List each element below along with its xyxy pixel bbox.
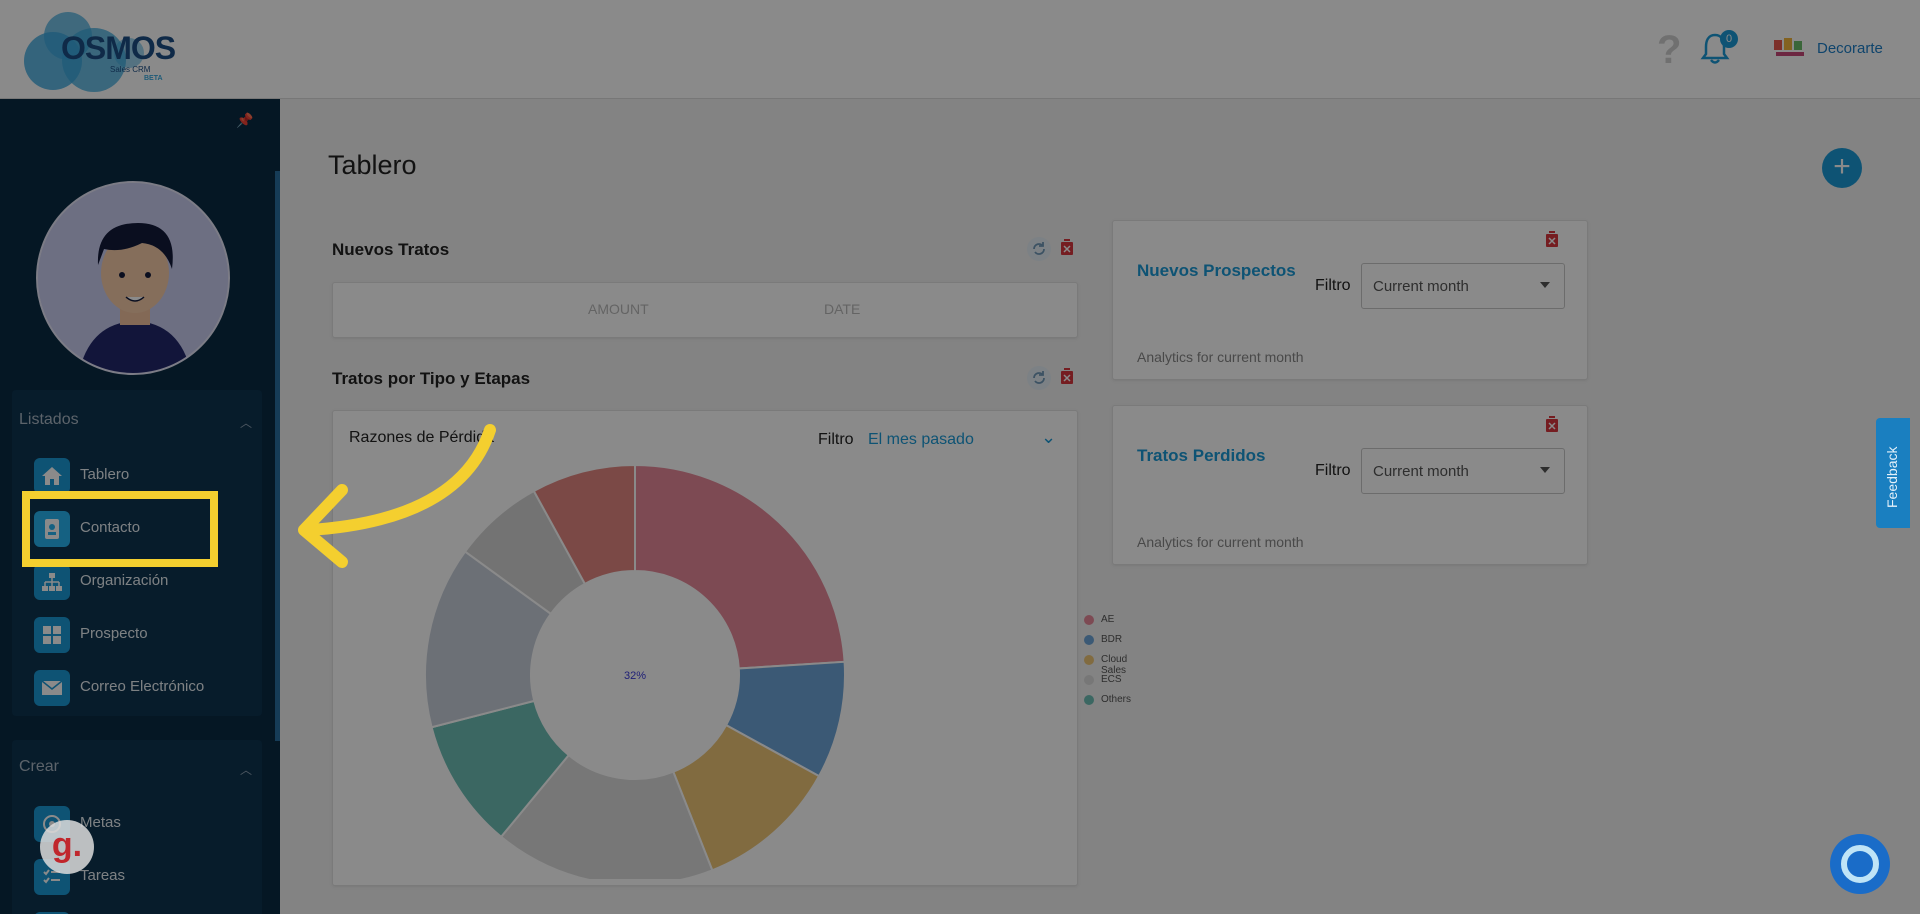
trash-icon[interactable] (1545, 416, 1559, 432)
sidebar-item-label: Metas (80, 814, 121, 831)
nuevos-tratos-table: AMOUNT DATE (332, 282, 1078, 338)
tutorial-arrow-icon (298, 424, 496, 568)
legend-label: Cloud Sales (1101, 654, 1128, 676)
trash-icon[interactable] (1060, 368, 1074, 384)
home-icon (34, 458, 70, 494)
sidebar-item-organizacion[interactable]: Organización (22, 558, 232, 602)
feedback-tab[interactable]: Feedback (1876, 418, 1910, 528)
tratos-perdidos-card: Tratos Perdidos Filtro Current month Ana… (1112, 405, 1588, 565)
legend-swatch (1084, 675, 1094, 685)
legend-label: BDR (1101, 634, 1123, 645)
analytics-text: Analytics for current month (1137, 349, 1304, 365)
mail-icon (34, 670, 70, 706)
chevron-down-icon[interactable]: ⌄ (1041, 427, 1057, 447)
filter-label: Filtro (1315, 462, 1351, 479)
chart-subtitle: Razones de Pérdida (349, 429, 494, 446)
guide-badge[interactable]: g. (40, 820, 94, 874)
tratos-tipo-title: Tratos por Tipo y Etapas (332, 369, 531, 388)
chat-button[interactable] (1830, 834, 1890, 894)
refresh-icon[interactable] (1027, 366, 1051, 390)
grid-icon (34, 617, 70, 653)
sidebar-scrollbar[interactable] (275, 171, 280, 741)
pin-icon[interactable]: 📌 (236, 112, 254, 128)
sidebar: 📌 Listados ︿ Tablero Contacto O (0, 99, 280, 914)
nuevos-prospectos-link[interactable]: Nuevos Prospectos (1137, 261, 1296, 280)
pie-slice-3[interactable] (499, 753, 714, 879)
pie-center-label: 32% (624, 670, 646, 682)
legend-swatch (1084, 655, 1094, 665)
listados-section: Listados ︿ (12, 390, 262, 716)
more-icon (34, 912, 70, 914)
column-header-date[interactable]: DATE (824, 301, 861, 317)
sidebar-item-label: Organización (80, 572, 169, 589)
legend-swatch (1084, 695, 1094, 705)
filter-label: Filtro (1315, 277, 1351, 294)
sidebar-item-label: Correo Electrónico (80, 678, 205, 695)
legend-label: ECS (1101, 674, 1122, 685)
tratos-perdidos-link[interactable]: Tratos Perdidos (1137, 446, 1266, 465)
legend-swatch (1084, 635, 1094, 645)
sidebar-item-label: Tablero (80, 466, 130, 483)
pie-chart: 32% (424, 463, 846, 879)
filter-select[interactable]: Current month (1361, 448, 1565, 494)
sidebar-item-label: Contacto (80, 519, 141, 536)
listados-title[interactable]: Listados (19, 411, 79, 428)
sidebar-item-tablero[interactable]: Tablero (22, 452, 232, 496)
legend-swatch (1084, 615, 1094, 625)
pie-slice-7[interactable] (532, 463, 636, 586)
sidebar-item-correo[interactable]: Correo Electrónico (22, 664, 232, 708)
sidebar-item-prospecto[interactable]: Prospecto (22, 611, 232, 655)
contact-card-icon (34, 511, 70, 547)
pie-slice-5[interactable] (424, 550, 553, 729)
chevron-up-icon[interactable]: ︿ (239, 763, 252, 777)
logo-beta: BETA (144, 75, 163, 82)
filter-select-value: Current month (1373, 278, 1469, 295)
sidebar-item-label: Prospecto (80, 625, 148, 642)
dropdown-arrow-icon (1540, 282, 1550, 288)
filter-select-value: Current month (1373, 463, 1469, 480)
tutorial-highlight-box (22, 491, 218, 567)
crear-title[interactable]: Crear (19, 758, 60, 775)
nuevos-prospectos-card: Nuevos Prospectos Filtro Current month A… (1112, 220, 1588, 380)
legend-label: AE (1101, 614, 1115, 625)
help-icon[interactable]: ? (1657, 28, 1682, 72)
logo-subtitle: Sales CRM (110, 65, 151, 74)
company-name[interactable]: Decorarte (1817, 40, 1883, 57)
column-header-amount[interactable]: AMOUNT (588, 301, 649, 317)
top-bar: OSMOS Sales CRM BETA ? 0 Decorarte (0, 0, 1920, 99)
company-logo (1774, 38, 1804, 56)
filter-dropdown[interactable]: El mes pasado (868, 431, 974, 448)
sidebar-item-label: Tareas (80, 867, 126, 884)
logo-text: OSMOS (61, 30, 176, 66)
page-title: Tablero (328, 150, 417, 180)
org-chart-icon (34, 564, 70, 600)
sidebar-item-more[interactable] (22, 906, 232, 914)
sidebar-item-contacto[interactable]: Contacto (22, 505, 232, 549)
chevron-up-icon[interactable]: ︿ (239, 416, 252, 430)
filter-label: Filtro (818, 431, 854, 448)
trash-icon[interactable] (1060, 239, 1074, 255)
analytics-text: Analytics for current month (1137, 534, 1304, 550)
osmos-logo[interactable]: OSMOS Sales CRM BETA (24, 8, 184, 92)
filter-select[interactable]: Current month (1361, 263, 1565, 309)
notification-badge: 0 (1720, 30, 1738, 48)
add-widget-button[interactable]: + (1822, 148, 1862, 188)
trash-icon[interactable] (1545, 231, 1559, 247)
legend-label: Others (1101, 694, 1132, 705)
feedback-label: Feedback (1884, 446, 1900, 508)
refresh-icon[interactable] (1027, 237, 1051, 261)
nuevos-tratos-title: Nuevos Tratos (332, 240, 450, 259)
avatar[interactable] (36, 181, 230, 375)
dropdown-arrow-icon (1540, 467, 1550, 473)
pie-slice-0[interactable] (634, 463, 846, 670)
